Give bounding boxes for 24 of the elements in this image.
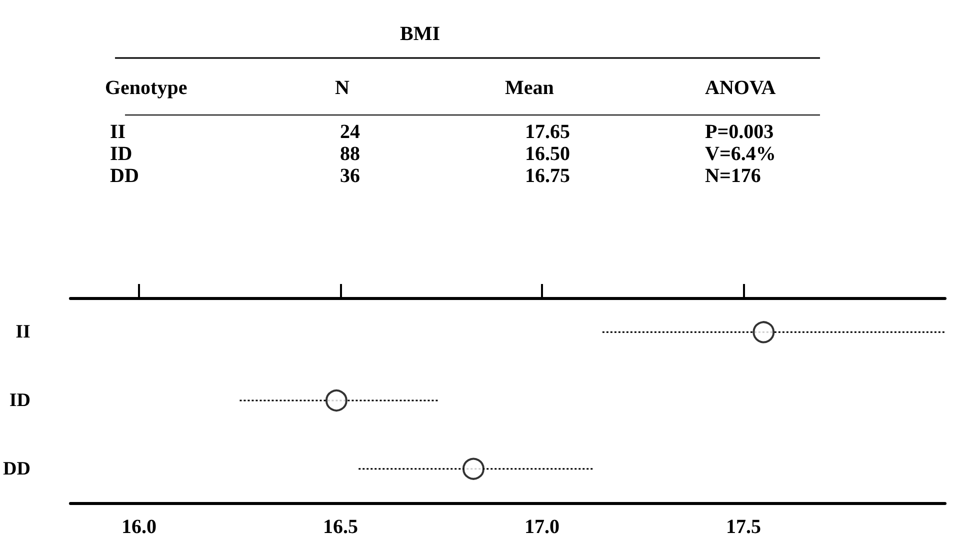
text: Genotype [105,77,188,99]
text: ANOVA [705,77,776,99]
text: 88 [340,143,360,165]
text: V=6.4% [705,143,776,165]
text: 16.50 [525,143,570,165]
x-tick-label: 17.0 [524,516,560,538]
chart-title: BMI [400,23,440,45]
text: II [110,121,126,143]
x-tick-label: 16.0 [121,516,156,538]
text: 16.75 [525,165,570,187]
y-tick-label: DD [2,458,30,480]
x-tick-label: 17.5 [726,516,761,538]
text: N=176 [705,165,761,187]
text: DD [110,165,139,187]
text: 17.65 [525,121,570,143]
y-tick-label: II [16,322,30,343]
text: ID [110,143,132,165]
y-tick-label: ID [9,390,30,411]
text: Mean [505,77,554,99]
text: 36 [340,165,360,187]
text: 24 [340,121,360,143]
x-tick-label: 16.5 [322,516,358,538]
text: P=0.003 [705,121,774,143]
text: N [335,77,350,99]
